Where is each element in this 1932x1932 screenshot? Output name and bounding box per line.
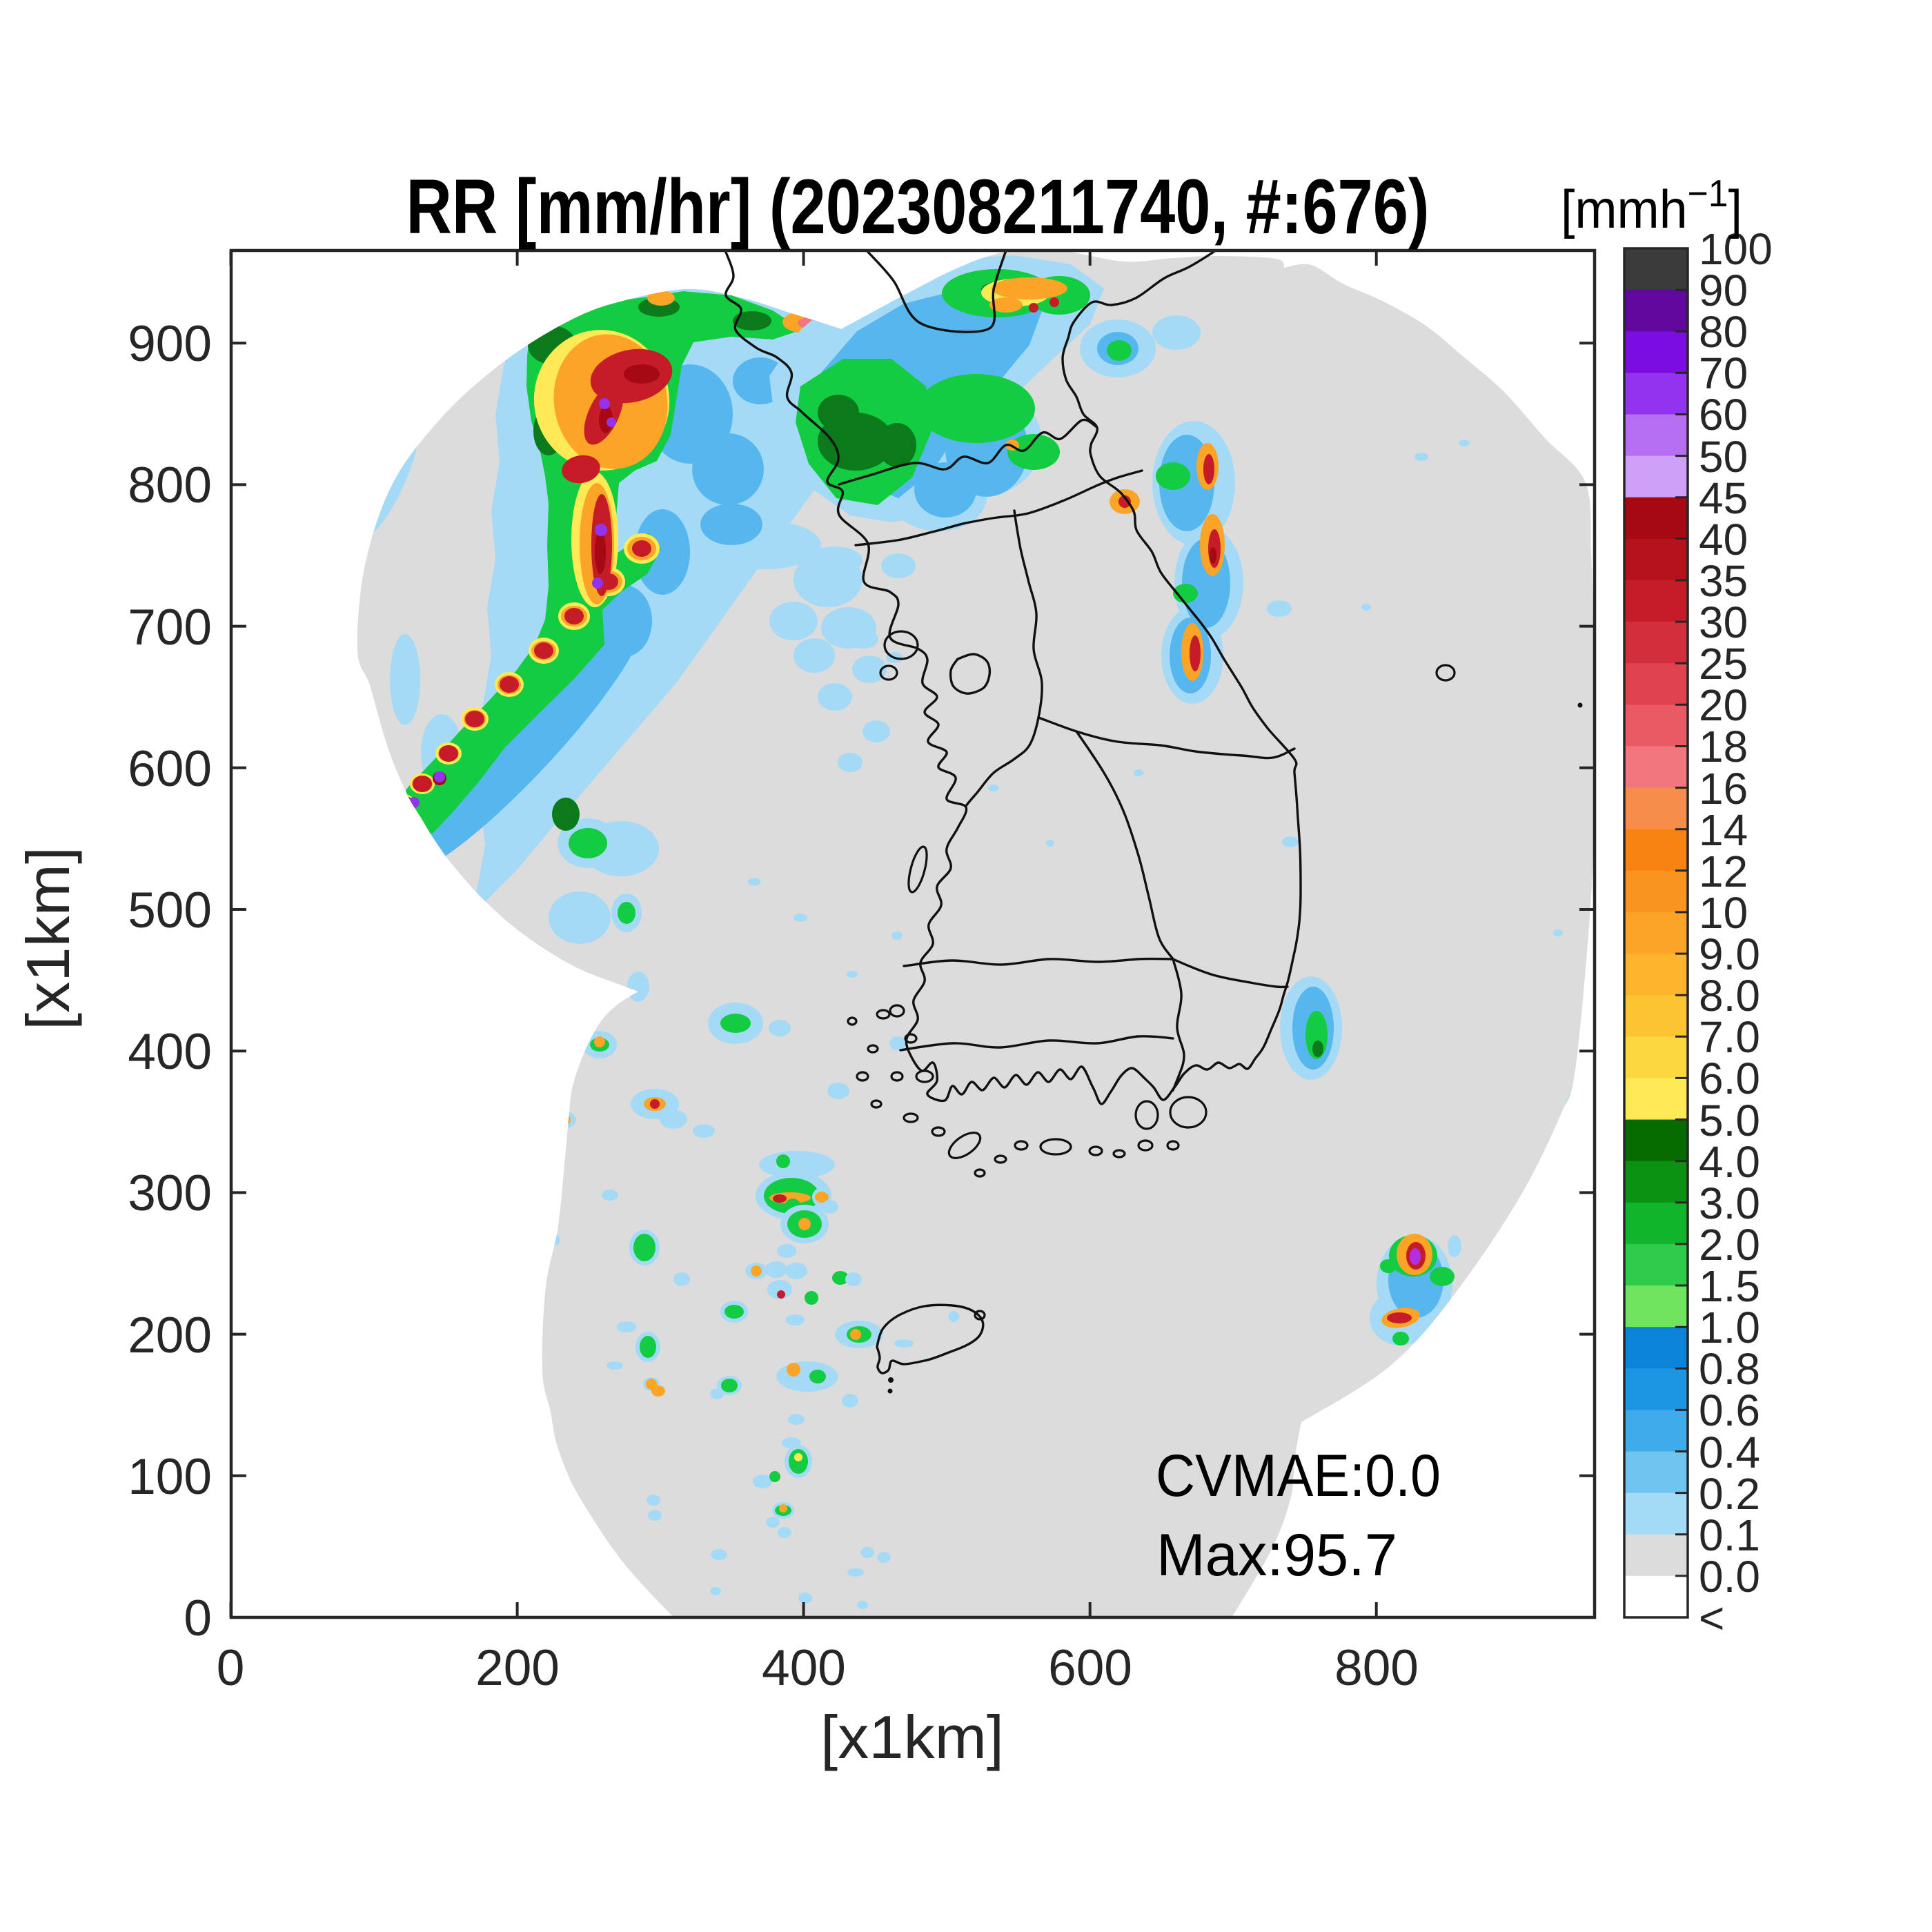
svg-text:1.5: 1.5 [1699,1261,1760,1311]
svg-text:100: 100 [1699,224,1773,274]
svg-text:0.4: 0.4 [1699,1428,1760,1477]
svg-text:10: 10 [1699,888,1748,938]
svg-text:CVMAE:0.0: CVMAE:0.0 [1156,1443,1441,1509]
svg-text:9.0: 9.0 [1699,929,1760,979]
svg-text:400: 400 [762,1640,846,1696]
svg-text:50: 50 [1699,432,1748,482]
svg-text:400: 400 [128,1024,212,1080]
svg-text:600: 600 [1048,1640,1132,1696]
svg-text:700: 700 [128,600,212,656]
svg-text:800: 800 [1334,1640,1419,1696]
svg-text:18: 18 [1699,722,1748,771]
svg-text:8.0: 8.0 [1699,971,1760,1021]
svg-text:12: 12 [1699,847,1748,896]
svg-text:40: 40 [1699,515,1748,564]
svg-text:200: 200 [128,1308,212,1363]
svg-text:30: 30 [1699,598,1748,647]
svg-text:600: 600 [128,741,212,797]
svg-text:800: 800 [128,457,212,513]
svg-text:4.0: 4.0 [1699,1137,1760,1187]
svg-text:900: 900 [128,316,212,372]
svg-text:3.0: 3.0 [1699,1179,1760,1228]
svg-text:Max:95.7: Max:95.7 [1156,1522,1397,1588]
svg-text:300: 300 [128,1165,212,1221]
svg-text:2.0: 2.0 [1699,1220,1760,1270]
svg-text:500: 500 [128,883,212,938]
svg-text:20: 20 [1699,680,1748,730]
svg-text:0.6: 0.6 [1699,1386,1760,1435]
svg-text:[x1km]: [x1km] [820,1703,1004,1771]
svg-text:200: 200 [475,1640,560,1696]
svg-text:6.0: 6.0 [1699,1054,1760,1103]
svg-text:0.1: 0.1 [1699,1510,1760,1560]
svg-text:14: 14 [1699,805,1748,855]
svg-text:80: 80 [1699,307,1748,357]
svg-text:0.2: 0.2 [1699,1469,1760,1519]
svg-text:[x1km]: [x1km] [14,847,82,1030]
svg-text:60: 60 [1699,390,1748,440]
svg-text:70: 70 [1699,348,1748,398]
svg-text:45: 45 [1699,473,1748,523]
svg-text:7.0: 7.0 [1699,1012,1760,1062]
svg-text:0.8: 0.8 [1699,1344,1760,1394]
svg-text:16: 16 [1699,764,1748,814]
svg-text:25: 25 [1699,639,1748,689]
svg-text:0: 0 [184,1590,212,1646]
svg-text:0.0: 0.0 [1699,1552,1760,1601]
svg-text:5.0: 5.0 [1699,1096,1760,1145]
svg-text:RR [mm/hr] (202308211740, #:67: RR [mm/hr] (202308211740, #:676) [406,164,1430,250]
svg-text:35: 35 [1699,556,1748,606]
svg-text:90: 90 [1699,266,1748,315]
svg-text:100: 100 [128,1449,212,1505]
svg-text:0: 0 [217,1640,245,1696]
svg-text:1.0: 1.0 [1699,1303,1760,1352]
svg-text:<: < [1699,1593,1724,1643]
